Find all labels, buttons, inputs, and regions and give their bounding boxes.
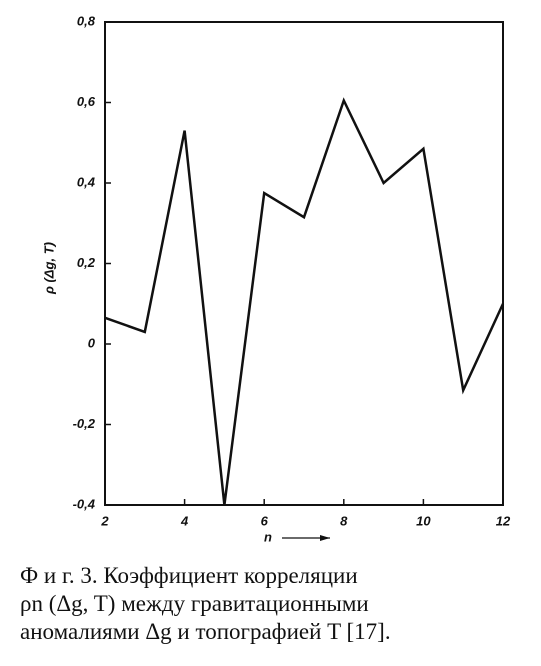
x-tick-label: 8 [340,513,348,528]
x-tick-label: 4 [180,513,189,528]
caption-line: ρn (Δg, T) между гравитационными [20,591,369,616]
x-tick-label: 10 [416,513,431,528]
caption-line: Ф и г. 3. Коэффициент корреляции [20,563,358,588]
x-tick-label: 12 [496,513,511,528]
y-tick-label: 0,2 [77,255,96,270]
y-tick-label: 0,8 [77,13,96,28]
y-tick-label: -0,4 [73,496,96,511]
y-tick-label: 0,4 [77,174,96,189]
x-tick-label: 6 [261,513,269,528]
x-arrow [282,535,330,541]
caption-line: аномалиями Δg и топографией T [17]. [20,619,391,644]
data-line [104,97,505,506]
y-axis-label: ρ (Δg, T) [41,242,56,295]
y-tick-label: 0,6 [77,94,96,109]
x-tick-label: 2 [100,513,109,528]
y-tick-label: -0,2 [73,416,96,431]
x-axis-label: n [264,529,272,544]
y-tick-label: 0 [88,335,96,350]
